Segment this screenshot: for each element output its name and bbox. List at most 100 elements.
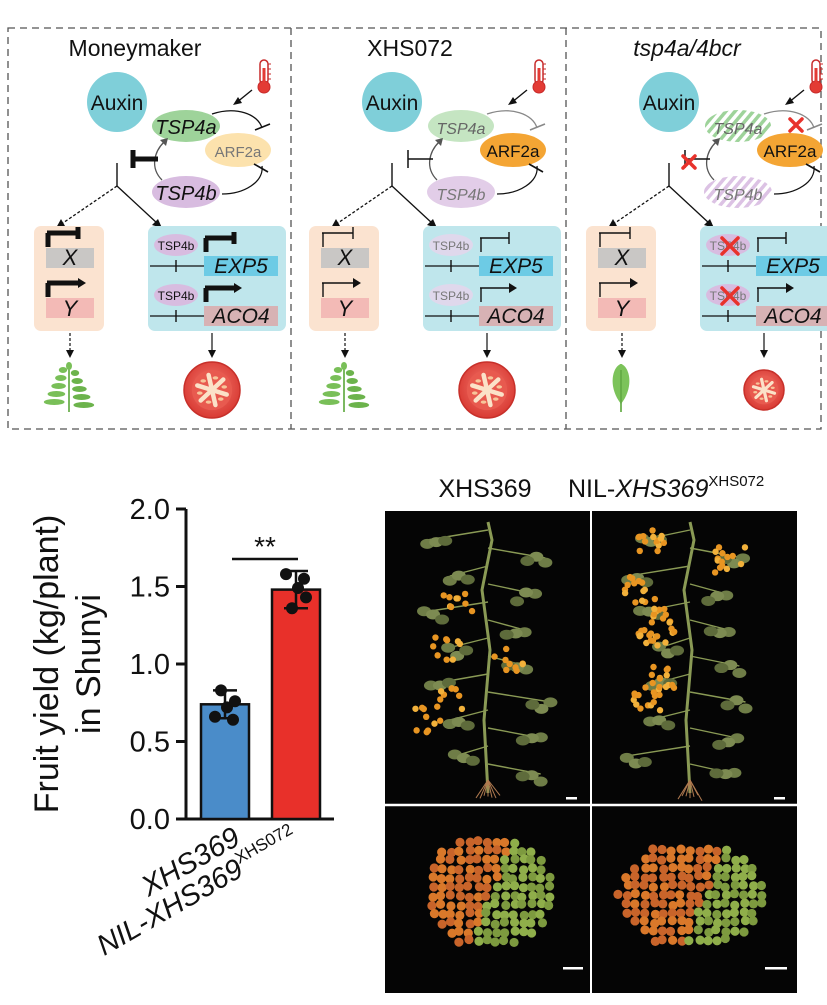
activation-edge xyxy=(706,141,717,181)
gene-aco4-label: ACO4 xyxy=(210,305,269,328)
knockout-cross xyxy=(681,154,697,170)
auxin-label: Auxin xyxy=(643,92,696,115)
data-point xyxy=(292,582,304,595)
scale-bar xyxy=(765,967,787,970)
tsp4b-label: TSP4b xyxy=(155,183,216,205)
data-point xyxy=(209,710,221,723)
photo-label-xhs369: XHS369 xyxy=(438,475,531,503)
tomato-plant xyxy=(412,521,558,799)
data-point xyxy=(280,568,292,581)
tsp4b-node xyxy=(427,176,495,208)
y-tick-label: 0.5 xyxy=(130,727,170,759)
arf2a-node xyxy=(757,133,823,167)
mechanism-diagram: MoneymakerAuxinTSP4aARF2aTSP4bXYEXP5ACO4… xyxy=(7,27,827,430)
signal-branch xyxy=(668,185,711,225)
gene-x-label: X xyxy=(62,245,79,270)
plant-icon xyxy=(318,362,370,412)
repression-edge xyxy=(773,165,815,195)
tsp4a-label: TSP4a xyxy=(714,121,763,138)
data-point xyxy=(227,713,239,726)
repression-edge xyxy=(763,110,815,129)
tsp4b-binding-site xyxy=(154,284,198,306)
arf2a-node xyxy=(205,133,271,167)
data-point xyxy=(215,684,227,697)
gene-y-label: Y xyxy=(338,296,354,321)
tsp4b-binding-site xyxy=(154,234,198,256)
data-point xyxy=(286,602,298,615)
tsp4b-node xyxy=(152,176,220,208)
y-tick-label: 0.0 xyxy=(130,804,170,836)
aco4-gene xyxy=(479,306,553,326)
harvested-fruit-photo xyxy=(427,836,767,948)
auxin-node xyxy=(639,72,699,132)
knockout-cross xyxy=(720,286,740,306)
knockout-cross xyxy=(788,117,804,133)
auxin-label: Auxin xyxy=(91,92,144,115)
exp5-gene xyxy=(756,256,827,276)
thermometer-icon xyxy=(532,59,546,94)
arf2a-label: ARF2a xyxy=(215,144,262,161)
tomato-icon xyxy=(458,361,516,419)
arrow-head xyxy=(233,97,242,105)
aco4-gene xyxy=(204,306,278,326)
auxin-node xyxy=(87,72,147,132)
plant-icon xyxy=(43,362,95,412)
tsp4b-label: TSP4b xyxy=(714,187,763,204)
gene-aco4-label: ACO4 xyxy=(762,305,821,328)
tsp4b-site-label: TSP4b xyxy=(433,239,470,253)
aco4-gene xyxy=(756,306,827,326)
tsp4b-label: TSP4b xyxy=(437,187,486,204)
arf2a-node xyxy=(480,133,546,167)
exp5-gene xyxy=(204,256,278,276)
tomato-icon xyxy=(743,369,785,411)
tsp4b-binding-site xyxy=(429,234,473,256)
tsp4a-node xyxy=(152,110,220,142)
knockout-cross xyxy=(720,236,740,256)
tsp4a-node xyxy=(428,110,494,142)
exp5-gene xyxy=(479,256,553,276)
repression-edge xyxy=(221,165,263,195)
tomato-icon xyxy=(183,361,241,419)
signal-branch xyxy=(391,185,434,225)
tsp4a-label: TSP4a xyxy=(437,121,486,138)
repression-edge xyxy=(211,110,263,129)
diagram-panel-1: Moneymaker Auxin TSP4a ARF2a TSP4b X Y EXP5 ACO4… xyxy=(34,35,286,419)
scale-bar xyxy=(774,797,785,800)
data-point xyxy=(300,591,312,604)
tsp4b-node xyxy=(704,176,772,208)
thermometer-icon xyxy=(809,59,823,94)
tsp4a-node xyxy=(705,110,771,142)
gene-x-label: X xyxy=(337,245,354,270)
arf2a-label: ARF2a xyxy=(487,142,540,161)
repression-edge xyxy=(496,165,538,195)
plant-photo-panel: XHS369 NIL-XHS369XHS072 xyxy=(385,473,797,993)
fruit-pile xyxy=(613,844,767,947)
gene-y-label: Y xyxy=(63,296,79,321)
plant-icon xyxy=(612,364,630,412)
gene-exp5-label: EXP5 xyxy=(489,255,543,278)
significance-label: ** xyxy=(254,531,276,562)
panel-title: tsp4a/4bcr xyxy=(633,35,742,61)
thermometer-icon xyxy=(257,59,271,94)
arrow-head xyxy=(508,97,517,105)
gene-y-label: Y xyxy=(615,296,631,321)
bar-1 xyxy=(199,703,251,821)
signal-branch xyxy=(59,185,118,226)
tsp4b-site-label: TSP4b xyxy=(158,239,195,253)
y-tick-label: 1.0 xyxy=(130,649,170,681)
fruit-pile xyxy=(427,836,555,948)
arf2a-label: ARF2a xyxy=(764,142,817,161)
bar-2 xyxy=(270,588,322,821)
scale-bar xyxy=(563,967,583,970)
scale-bar xyxy=(566,797,577,800)
activation-edge xyxy=(429,141,440,181)
y-tick-label: 1.5 xyxy=(130,572,170,604)
gene-x-label: X xyxy=(614,245,631,270)
signal-branch xyxy=(611,185,670,226)
auxin-label: Auxin xyxy=(366,92,419,115)
data-point xyxy=(298,572,310,585)
y-axis-label: Fruit yield (kg/plant) in Shunyi xyxy=(28,515,108,814)
tsp4a-label: TSP4a xyxy=(155,117,216,139)
